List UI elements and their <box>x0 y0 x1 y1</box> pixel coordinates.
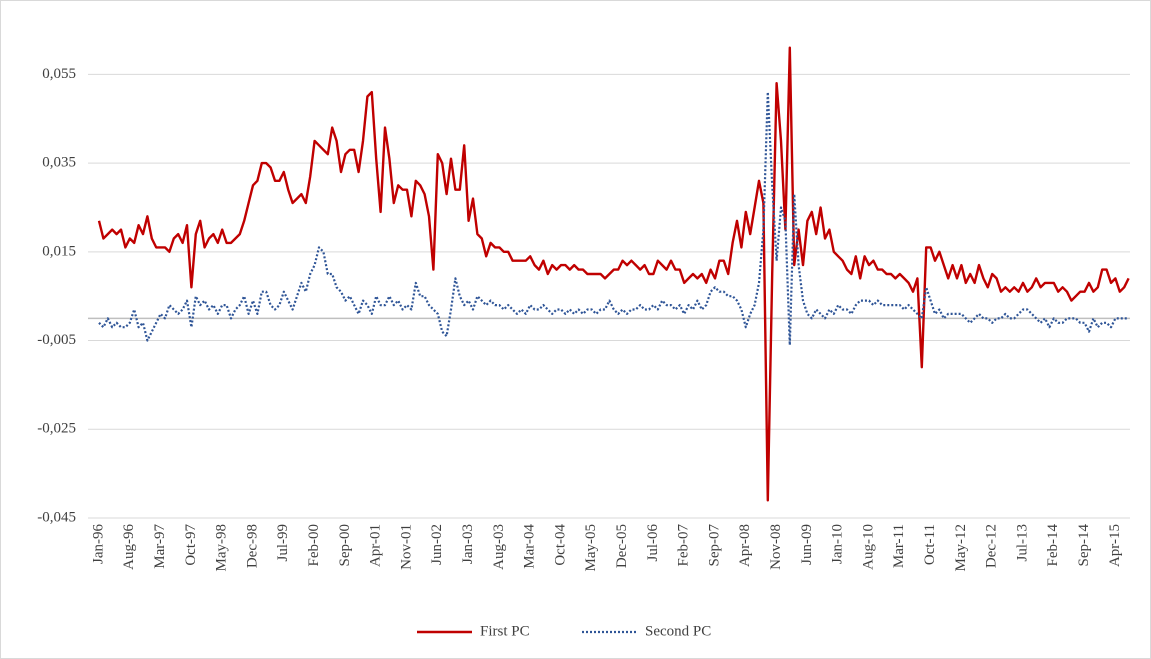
x-tick-label: Nov-08 <box>768 524 784 570</box>
x-tick-label: Sep-00 <box>337 524 353 567</box>
x-tick-label: Apr-15 <box>1107 524 1123 567</box>
x-tick-label: Jun-02 <box>429 524 445 565</box>
x-tick-label: Dec-12 <box>984 524 1000 568</box>
x-tick-label: Apr-01 <box>368 524 384 567</box>
y-tick-label: 0,035 <box>42 155 76 171</box>
x-tick-label: Jul-06 <box>645 524 661 562</box>
x-tick-label: May-98 <box>214 524 230 572</box>
legend-label: Second PC <box>645 623 711 639</box>
y-tick-label: -0,045 <box>37 509 76 525</box>
x-tick-label: Jul-99 <box>275 524 291 562</box>
x-tick-label: Jan-03 <box>460 524 476 564</box>
y-tick-label: -0,005 <box>37 332 76 348</box>
x-tick-label: Feb-00 <box>306 524 322 567</box>
x-tick-label: Mar-11 <box>891 524 907 568</box>
x-tick-label: May-05 <box>583 524 599 572</box>
x-tick-label: Aug-03 <box>491 524 507 570</box>
x-tick-label: Sep-14 <box>1076 524 1092 567</box>
x-tick-label: Nov-01 <box>398 524 414 570</box>
x-tick-label: Feb-14 <box>1045 524 1061 567</box>
x-tick-label: Mar-04 <box>522 524 538 569</box>
x-tick-label: Jan-96 <box>90 524 106 564</box>
x-tick-label: Aug-96 <box>121 524 137 570</box>
y-tick-label: 0,015 <box>42 243 76 259</box>
y-tick-label: 0,055 <box>42 66 76 82</box>
x-tick-label: Dec-98 <box>244 524 260 568</box>
series-line <box>98 91 1129 347</box>
legend-label: First PC <box>480 623 530 639</box>
x-tick-label: Dec-05 <box>614 524 630 568</box>
x-tick-label: May-12 <box>953 524 969 572</box>
y-tick-label: -0,025 <box>37 421 76 437</box>
x-tick-label: Oct-97 <box>183 524 199 566</box>
x-tick-label: Jan-10 <box>830 524 846 564</box>
x-tick-label: Mar-97 <box>152 524 168 569</box>
x-tick-label: Apr-08 <box>737 524 753 567</box>
x-tick-label: Oct-11 <box>922 524 938 565</box>
x-tick-label: Aug-10 <box>860 524 876 570</box>
x-tick-label: Oct-04 <box>552 524 568 566</box>
x-tick-label: Feb-07 <box>676 524 692 567</box>
x-tick-label: Sep-07 <box>706 524 722 567</box>
series-line <box>97 46 1130 502</box>
x-tick-label: Jul-13 <box>1014 524 1030 562</box>
x-tick-label: Jun-09 <box>799 524 815 565</box>
